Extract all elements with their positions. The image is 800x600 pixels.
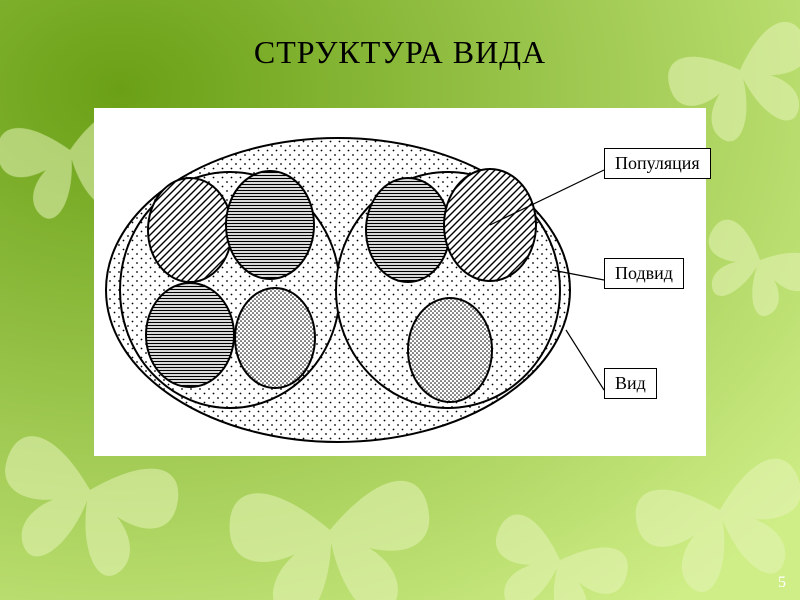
population-ellipse-4 bbox=[366, 178, 450, 282]
species-structure-diagram bbox=[0, 0, 800, 600]
population-ellipse-3 bbox=[235, 288, 315, 388]
page-number: 5 bbox=[778, 574, 786, 592]
label-population: Популяция bbox=[604, 148, 711, 179]
population-ellipse-2 bbox=[146, 283, 234, 387]
label-species: Вид bbox=[604, 368, 657, 399]
pointer-line-species bbox=[566, 330, 604, 390]
population-ellipse-6 bbox=[408, 298, 492, 402]
label-subspecies: Подвид bbox=[604, 258, 684, 289]
slide: СТРУКТУРА ВИДА bbox=[0, 0, 800, 600]
population-ellipse-1 bbox=[226, 171, 314, 279]
population-ellipse-0 bbox=[148, 178, 232, 282]
